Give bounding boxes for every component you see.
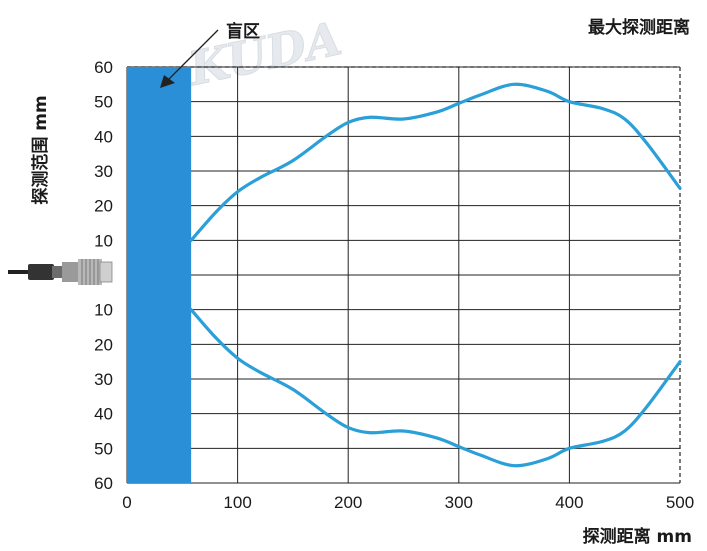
y-tick-label: 20 — [94, 335, 113, 354]
y-tick-label: 40 — [94, 405, 113, 424]
blind-zone-label: 盲区 — [226, 21, 260, 42]
y-tick-label: 20 — [94, 197, 113, 216]
sensor-probe-icon — [8, 259, 113, 285]
grid — [126, 66, 681, 484]
lower-range-curve — [189, 308, 682, 468]
y-tick-label: 30 — [94, 370, 113, 389]
x-tick-label: 100 — [223, 493, 251, 512]
x-axis-label: 探测距离 mm — [583, 526, 692, 547]
y-tick-label: 10 — [94, 301, 113, 320]
y-axis-label: 探测范围 mm — [30, 95, 51, 204]
x-tick-label: 500 — [666, 493, 694, 512]
blind-zone-group — [127, 67, 192, 483]
y-tick-label: 40 — [94, 127, 113, 146]
y-tick-label: 50 — [94, 439, 113, 458]
y-tick-label: 30 — [94, 162, 113, 181]
curves — [189, 82, 682, 468]
y-tick-label: 10 — [94, 231, 113, 250]
y-tick-label: 60 — [94, 58, 113, 77]
x-tick-label: 300 — [445, 493, 473, 512]
x-tick-label: 400 — [555, 493, 583, 512]
watermark: KUDA — [182, 11, 347, 97]
blind-zone-arrow — [160, 29, 219, 88]
watermark-text: KUDA — [182, 11, 346, 96]
x-tick-label: 0 — [122, 493, 131, 512]
y-tick-label: 50 — [94, 93, 113, 112]
y-tick-label: 60 — [94, 474, 113, 493]
upper-range-curve — [189, 82, 682, 242]
tick-labels: 0 100 200 300 400 500 60 50 40 30 20 10 10 20 30 40 50 60 — [94, 58, 694, 512]
x-tick-label: 200 — [334, 493, 362, 512]
chart-title: 最大探测距离 — [588, 17, 690, 38]
blind-zone-rect — [127, 67, 192, 483]
